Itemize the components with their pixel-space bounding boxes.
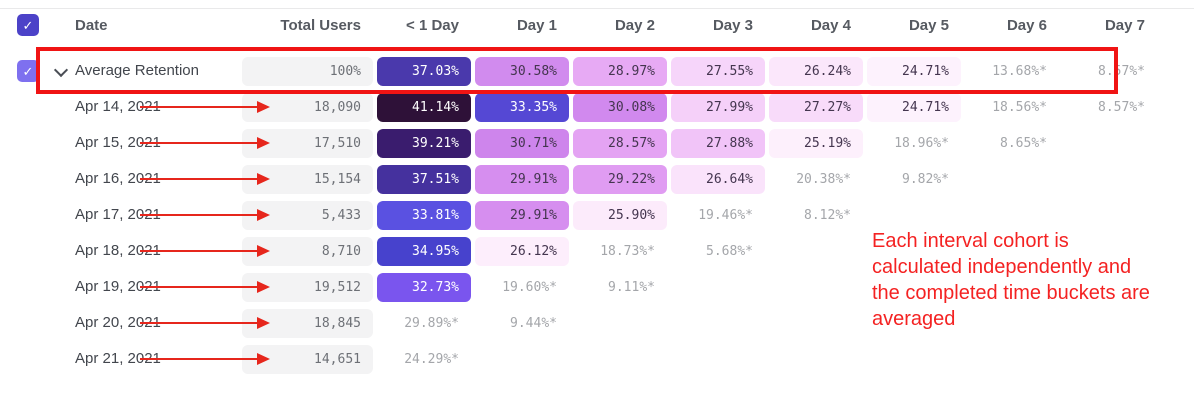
retention-cell[interactable]: 30.58% <box>475 56 569 86</box>
cohort-row: Apr 15, 2021 17,510 39.21% 30.71% 28.57% 27.8… <box>0 125 1194 161</box>
retention-cell[interactable]: 9.11%* <box>608 279 655 295</box>
retention-cell[interactable]: 25.19% <box>769 128 863 158</box>
annotation-arrow <box>140 317 270 329</box>
column-header-day-5[interactable]: Day 5 <box>908 16 949 34</box>
retention-cell[interactable]: 19.46%* <box>698 207 753 223</box>
column-header-day-3[interactable]: Day 3 <box>712 16 753 34</box>
total-users-value[interactable]: 100% <box>242 56 373 86</box>
retention-cell[interactable]: 29.89%* <box>404 315 459 331</box>
row-checkbox[interactable]: ✓ <box>17 60 39 82</box>
retention-cell[interactable]: 26.12% <box>475 236 569 266</box>
retention-cell[interactable]: 27.99% <box>671 92 765 122</box>
retention-cell[interactable]: 32.73% <box>377 272 471 302</box>
retention-cell[interactable]: 33.81% <box>377 200 471 230</box>
total-users-value[interactable]: 15,154 <box>242 164 373 194</box>
retention-cell[interactable]: 29.22% <box>573 164 667 194</box>
retention-cell[interactable]: 26.64% <box>671 164 765 194</box>
cohort-date-label: Apr 14, 2021 <box>75 98 161 115</box>
cohort-date-label: Apr 18, 2021 <box>75 242 161 259</box>
annotation-arrow <box>140 173 270 185</box>
retention-cell[interactable]: 30.08% <box>573 92 667 122</box>
cohort-date-label: Apr 20, 2021 <box>75 314 161 331</box>
total-users-value[interactable]: 18,845 <box>242 308 373 338</box>
retention-cell[interactable]: 29.91% <box>475 164 569 194</box>
retention-cell[interactable]: 24.29%* <box>404 351 459 367</box>
retention-cell[interactable]: 25.90% <box>573 200 667 230</box>
annotation-arrow <box>140 137 270 149</box>
retention-cell[interactable]: 27.27% <box>769 92 863 122</box>
cohort-row: Apr 18, 2021 8,710 34.95% 26.12% 18.73%* 5.68… <box>0 233 1194 269</box>
cohort-date-label: Apr 21, 2021 <box>75 350 161 367</box>
retention-cell[interactable]: 39.21% <box>377 128 471 158</box>
retention-cell[interactable]: 8.12%* <box>804 207 851 223</box>
retention-cell[interactable]: 18.56%* <box>992 99 1047 115</box>
retention-table: ✓ Date Total Users < 1 Day Day 1 Day 2 D… <box>0 8 1194 377</box>
column-header-day-1[interactable]: Day 1 <box>516 16 557 34</box>
column-header-day-6[interactable]: Day 6 <box>1006 16 1047 34</box>
cohort-date-label: Apr 19, 2021 <box>75 278 161 295</box>
average-retention-row: ✓ Average Retention 100% 37.03% 30.58% 28.97%… <box>0 47 1194 94</box>
retention-cell[interactable]: 19.60%* <box>502 279 557 295</box>
select-all-checkbox[interactable]: ✓ <box>17 14 39 36</box>
cohort-row: Apr 20, 2021 18,845 29.89%* 9.44%* <box>0 305 1194 341</box>
cohort-row: Apr 21, 2021 14,651 24.29%* <box>0 341 1194 377</box>
annotation-arrow <box>140 101 270 113</box>
cohort-row: Apr 14, 2021 18,090 41.14% 33.35% 30.08% 27.9… <box>0 89 1194 125</box>
retention-cell[interactable]: 33.35% <box>475 92 569 122</box>
column-header-date[interactable]: Date <box>75 16 108 34</box>
annotation-note: Each interval cohort is calculated indep… <box>872 230 1150 330</box>
retention-cell[interactable]: 9.82%* <box>902 171 949 187</box>
retention-cell[interactable]: 34.95% <box>377 236 471 266</box>
retention-cell[interactable]: 28.97% <box>573 56 667 86</box>
retention-cell[interactable]: 28.57% <box>573 128 667 158</box>
retention-cell[interactable]: 9.44%* <box>510 315 557 331</box>
annotation-arrow <box>140 281 270 293</box>
annotation-arrow <box>140 209 270 221</box>
column-header-day-2[interactable]: Day 2 <box>614 16 655 34</box>
retention-cell[interactable]: 24.71% <box>867 92 961 122</box>
retention-cell[interactable]: 27.55% <box>671 56 765 86</box>
retention-cell[interactable]: 29.91% <box>475 200 569 230</box>
retention-cell[interactable]: 20.38%* <box>796 171 851 187</box>
retention-cell[interactable]: 8.57%* <box>1098 63 1145 79</box>
cohort-date-label: Apr 16, 2021 <box>75 170 161 187</box>
retention-cell[interactable]: 13.68%* <box>992 63 1047 79</box>
chevron-down-icon[interactable] <box>53 62 69 78</box>
retention-cell[interactable]: 5.68%* <box>706 243 753 259</box>
cohort-date-label: Apr 17, 2021 <box>75 206 161 223</box>
table-header-row: ✓ Date Total Users < 1 Day Day 1 Day 2 D… <box>0 11 1194 39</box>
retention-cell[interactable]: 24.71% <box>867 56 961 86</box>
retention-cell[interactable]: 8.65%* <box>1000 135 1047 151</box>
retention-cell[interactable]: 41.14% <box>377 92 471 122</box>
cohort-date-label: Apr 15, 2021 <box>75 134 161 151</box>
column-header-total-users[interactable]: Total Users <box>280 16 361 34</box>
retention-cell[interactable]: 37.03% <box>377 56 471 86</box>
retention-cell[interactable]: 18.96%* <box>894 135 949 151</box>
cohort-row: Apr 16, 2021 15,154 37.51% 29.91% 29.22% 26.6… <box>0 161 1194 197</box>
retention-cell[interactable]: 27.88% <box>671 128 765 158</box>
retention-cell[interactable]: 18.73%* <box>600 243 655 259</box>
retention-cell[interactable]: 8.57%* <box>1098 99 1145 115</box>
annotation-arrow <box>140 245 270 257</box>
column-header-day-4[interactable]: Day 4 <box>810 16 851 34</box>
retention-cell[interactable]: 30.71% <box>475 128 569 158</box>
cohort-row: Apr 17, 2021 5,433 33.81% 29.91% 25.90% 19.46… <box>0 197 1194 233</box>
checkmark-icon: ✓ <box>22 63 34 79</box>
cohort-row: Apr 19, 2021 19,512 32.73% 19.60%* 9.11%* <box>0 269 1194 305</box>
column-header-lt-1-day[interactable]: < 1 Day <box>406 16 459 34</box>
column-header-day-7[interactable]: Day 7 <box>1104 16 1145 34</box>
average-retention-label: Average Retention <box>75 62 199 79</box>
table-body: ✓ Average Retention 100% 37.03% 30.58% 28.97%… <box>0 47 1194 377</box>
retention-cell[interactable]: 26.24% <box>769 56 863 86</box>
checkmark-icon: ✓ <box>22 17 34 33</box>
retention-cell[interactable]: 37.51% <box>377 164 471 194</box>
annotation-arrow <box>140 353 270 365</box>
